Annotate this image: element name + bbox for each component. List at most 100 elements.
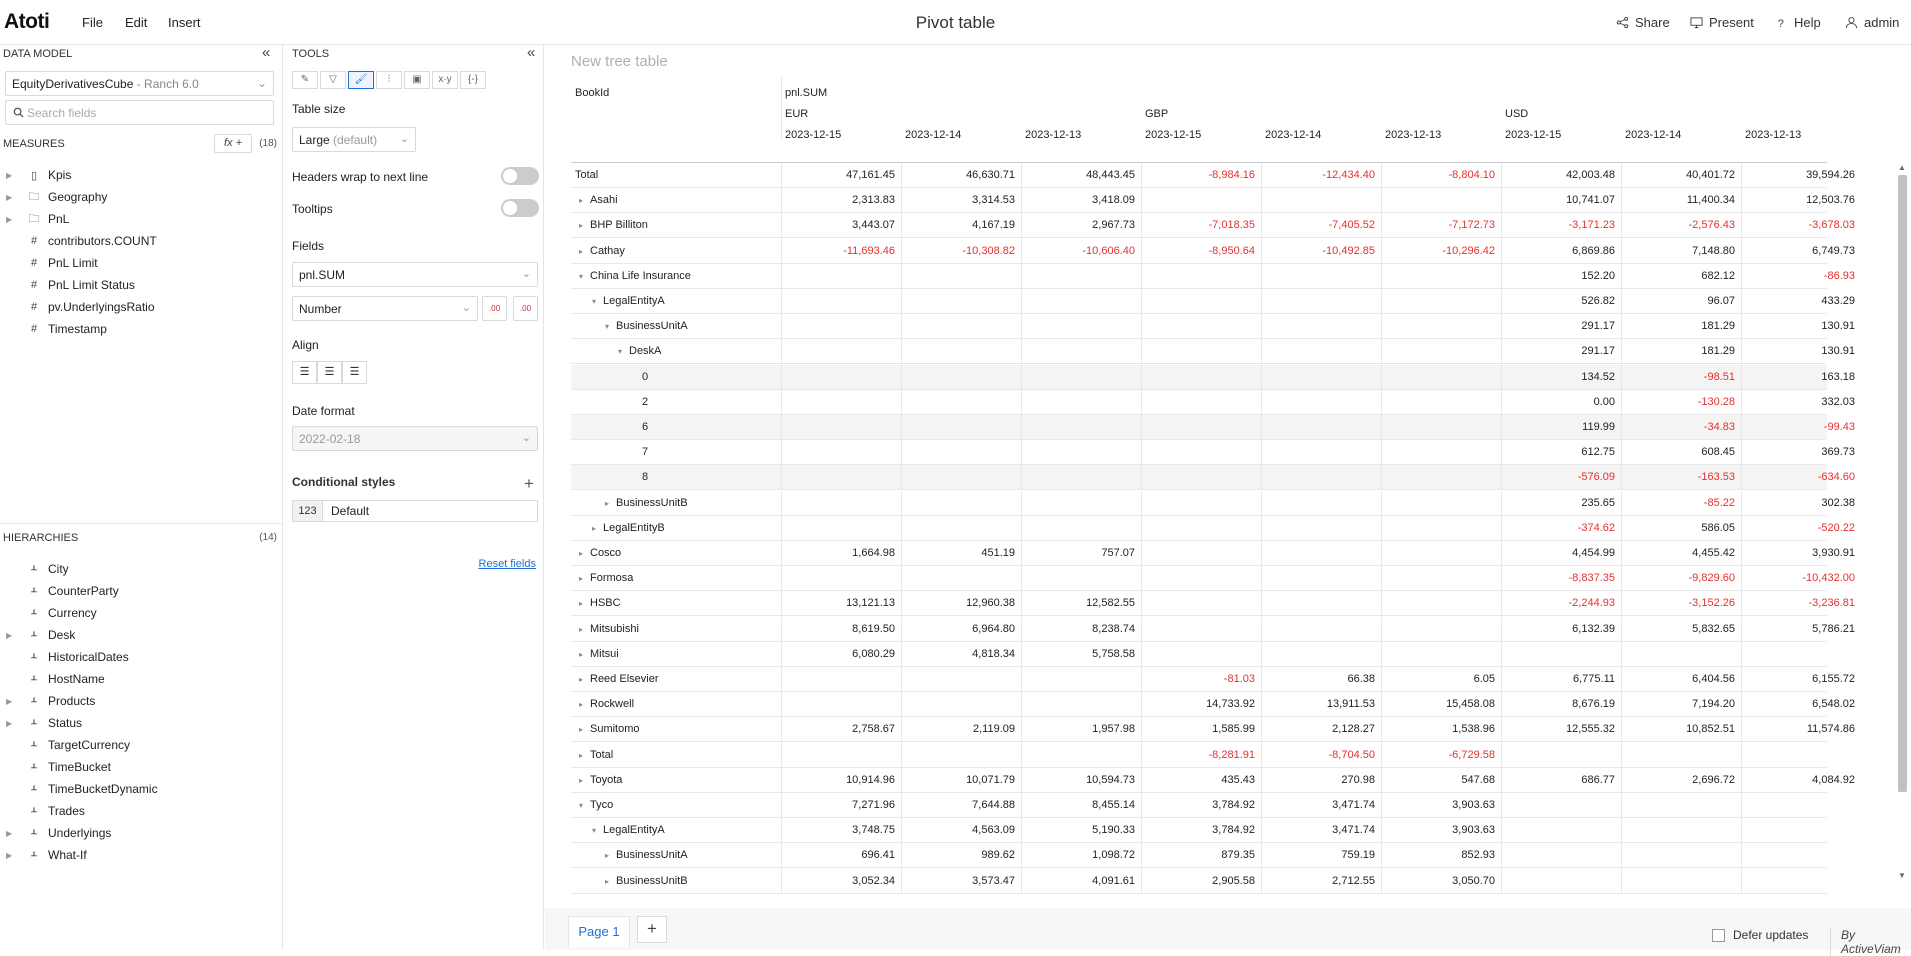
table-cell[interactable]: 96.07 — [1621, 289, 1741, 314]
table-cell[interactable]: 1,957.98 — [1021, 717, 1141, 743]
table-cell[interactable]: 6,404.56 — [1621, 667, 1741, 692]
table-cell[interactable]: 134.52 — [1501, 364, 1621, 390]
table-cell[interactable] — [781, 339, 901, 365]
hierarchy-item[interactable]: ▶ ᚆ Desk — [0, 624, 75, 646]
table-cell[interactable] — [1261, 490, 1381, 516]
align-center-button[interactable]: ☰ — [317, 361, 342, 384]
measure-item[interactable]: # PnL Limit — [0, 252, 98, 274]
search-input[interactable] — [27, 106, 267, 120]
table-cell[interactable] — [1021, 339, 1141, 365]
table-cell[interactable]: 46,630.71 — [901, 163, 1021, 188]
table-cell[interactable] — [1261, 263, 1381, 289]
vertical-scrollbar[interactable]: ▲ ▼ — [1895, 163, 1909, 883]
table-cell[interactable]: 682.12 — [1621, 263, 1741, 289]
widget-title[interactable]: New tree table — [571, 53, 668, 70]
table-cell[interactable]: 4,563.09 — [901, 818, 1021, 844]
row-label[interactable]: ▸ Formosa — [575, 566, 633, 591]
table-cell[interactable] — [1261, 641, 1381, 667]
table-cell[interactable] — [1381, 289, 1501, 314]
align-right-button[interactable]: ☰ — [342, 361, 367, 384]
menu-edit[interactable]: Edit — [125, 15, 148, 30]
table-cell[interactable] — [781, 465, 901, 491]
table-cell[interactable]: 10,741.07 — [1501, 188, 1621, 214]
row-label[interactable]: 2 — [627, 390, 648, 415]
table-cell[interactable]: 332.03 — [1741, 389, 1861, 415]
search-fields[interactable] — [5, 100, 274, 125]
row-label[interactable]: ▸ BusinessUnitB — [601, 869, 688, 894]
table-cell[interactable]: 1,664.98 — [781, 541, 901, 566]
collapse-caret-icon[interactable]: ▾ — [591, 297, 596, 306]
table-cell[interactable]: 3,903.63 — [1381, 793, 1501, 818]
table-cell[interactable] — [781, 692, 901, 718]
expand-caret-icon[interactable]: ▸ — [604, 851, 609, 861]
table-cell[interactable]: -10,432.00 — [1741, 566, 1861, 592]
table-cell[interactable] — [1021, 465, 1141, 491]
expand-caret-icon[interactable]: ▸ — [578, 221, 583, 231]
collapse-caret-icon[interactable]: ▾ — [617, 347, 622, 357]
table-cell[interactable]: -7,405.52 — [1261, 213, 1381, 239]
row-label[interactable]: 8 — [627, 465, 648, 490]
tools-tab[interactable]: ✎ — [292, 71, 318, 89]
table-cell[interactable]: 7,194.20 — [1621, 692, 1741, 718]
table-cell[interactable]: 686.77 — [1501, 767, 1621, 793]
table-cell[interactable]: 6,132.39 — [1501, 616, 1621, 642]
table-cell[interactable] — [1141, 641, 1261, 667]
table-cell[interactable] — [1621, 793, 1741, 818]
row-label[interactable]: ▸ Asahi — [575, 188, 618, 213]
table-cell[interactable]: -2,576.43 — [1621, 213, 1741, 239]
table-cell[interactable] — [1381, 465, 1501, 491]
table-cell[interactable]: 547.68 — [1381, 767, 1501, 793]
table-cell[interactable]: 130.91 — [1741, 339, 1861, 365]
hierarchy-item[interactable]: ᚆ TimeBucketDynamic — [0, 778, 157, 800]
expand-caret-icon[interactable]: ▸ — [604, 498, 609, 508]
increase-decimals-button[interactable]: .00 — [513, 296, 538, 321]
row-label[interactable]: ▸ BusinessUnitA — [601, 843, 688, 868]
menu-file[interactable]: File — [82, 15, 103, 30]
table-cell[interactable]: -3,152.26 — [1621, 591, 1741, 617]
table-cell[interactable] — [1261, 616, 1381, 642]
row-label[interactable]: ▸ Mitsui — [575, 642, 619, 667]
table-cell[interactable]: 2,712.55 — [1261, 868, 1381, 894]
expand-caret-icon[interactable]: ▸ — [578, 700, 583, 710]
table-cell[interactable]: 0.00 — [1501, 389, 1621, 415]
table-cell[interactable] — [901, 364, 1021, 390]
table-cell[interactable]: -3,236.81 — [1741, 591, 1861, 617]
table-cell[interactable]: 5,758.58 — [1021, 641, 1141, 667]
table-cell[interactable] — [901, 566, 1021, 592]
table-cell[interactable]: 12,555.32 — [1501, 717, 1621, 743]
table-cell[interactable] — [1621, 843, 1741, 869]
table-cell[interactable]: 6,080.29 — [781, 641, 901, 667]
expand-caret-icon[interactable]: ▸ — [578, 624, 583, 634]
hierarchy-item[interactable]: ᚆ TargetCurrency — [0, 734, 130, 756]
table-cell[interactable]: 11,574.86 — [1741, 717, 1861, 743]
collapse-caret-icon[interactable]: ▾ — [578, 801, 583, 810]
table-cell[interactable]: 612.75 — [1501, 440, 1621, 466]
tools-tab[interactable]: ▽ — [320, 71, 346, 89]
table-cell[interactable]: 8,619.50 — [781, 616, 901, 642]
table-cell[interactable] — [1381, 641, 1501, 667]
table-cell[interactable] — [1381, 515, 1501, 541]
table-cell[interactable]: 5,786.21 — [1741, 616, 1861, 642]
table-cell[interactable] — [1021, 490, 1141, 516]
table-cell[interactable]: -99.43 — [1741, 415, 1861, 440]
table-cell[interactable]: 852.93 — [1381, 843, 1501, 869]
table-cell[interactable]: -86.93 — [1741, 263, 1861, 289]
collapse-data-model-icon[interactable]: « — [262, 44, 271, 61]
table-cell[interactable]: -7,018.35 — [1141, 213, 1261, 239]
table-cell[interactable] — [1621, 742, 1741, 768]
share-button[interactable]: Share — [1616, 15, 1670, 30]
table-cell[interactable] — [1381, 263, 1501, 289]
row-label[interactable]: ▸ Toyota — [575, 768, 622, 793]
table-cell[interactable]: 1,098.72 — [1021, 843, 1141, 869]
table-cell[interactable]: 66.38 — [1261, 667, 1381, 692]
table-cell[interactable]: -3,171.23 — [1501, 213, 1621, 239]
table-cell[interactable]: 4,818.34 — [901, 641, 1021, 667]
table-cell[interactable]: -10,606.40 — [1021, 238, 1141, 264]
table-cell[interactable]: 526.82 — [1501, 289, 1621, 314]
table-cell[interactable] — [1621, 868, 1741, 894]
table-cell[interactable] — [1141, 591, 1261, 617]
table-cell[interactable] — [1021, 389, 1141, 415]
table-cell[interactable] — [781, 742, 901, 768]
expand-caret-icon[interactable]: ▶ — [6, 718, 13, 728]
table-cell[interactable] — [1381, 440, 1501, 466]
